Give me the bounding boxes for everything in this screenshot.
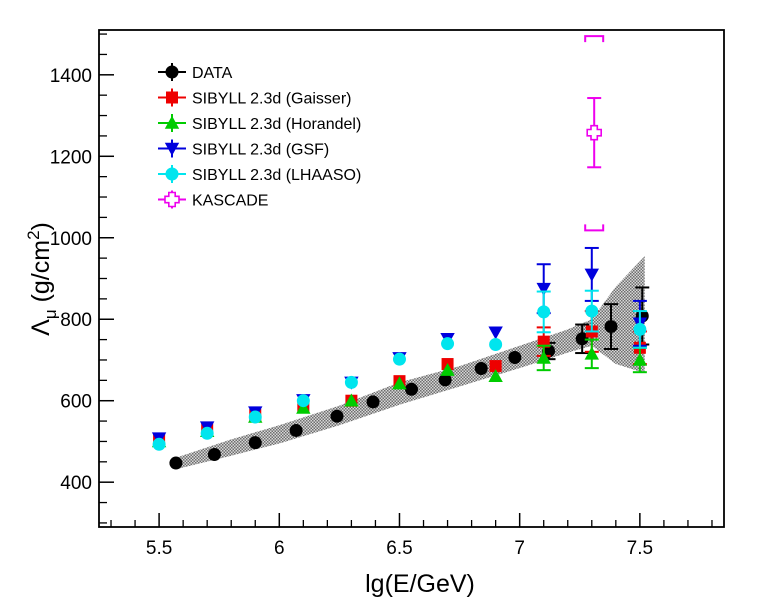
data-point bbox=[441, 337, 455, 351]
data-point bbox=[632, 352, 648, 366]
data-point bbox=[575, 332, 589, 346]
legend-item: DATA bbox=[158, 63, 233, 82]
series-0 bbox=[169, 286, 650, 470]
data-point bbox=[296, 394, 310, 408]
legend-item: KASCADE bbox=[158, 190, 268, 210]
x-tick-label: 6 bbox=[274, 538, 285, 559]
sys-bracket-high bbox=[584, 35, 605, 43]
y-axis-title-close: ) bbox=[27, 222, 55, 230]
data-point bbox=[488, 369, 503, 383]
data-point bbox=[440, 362, 455, 376]
legend-item: SIBYLL 2.3d (GSF) bbox=[158, 139, 329, 159]
y-tick-label: 400 bbox=[60, 473, 92, 494]
data-point bbox=[392, 376, 407, 390]
data-point bbox=[536, 350, 551, 364]
data-point bbox=[474, 362, 488, 376]
data-point bbox=[248, 436, 262, 450]
data-point bbox=[604, 320, 618, 334]
y-tick-label: 1200 bbox=[50, 147, 92, 168]
legend-marker bbox=[164, 115, 180, 129]
legend-label: SIBYLL 2.3d (Gaisser) bbox=[192, 91, 351, 108]
data-point bbox=[296, 400, 311, 414]
series-layer bbox=[151, 35, 650, 470]
data-point bbox=[537, 335, 550, 348]
legend-label: DATA bbox=[192, 65, 233, 82]
data-point bbox=[289, 423, 303, 437]
x-tick-label: 6.5 bbox=[386, 538, 412, 559]
data-point bbox=[200, 426, 214, 440]
data-point bbox=[392, 352, 406, 366]
data-point bbox=[169, 456, 183, 470]
legend-marker bbox=[165, 65, 179, 79]
x-axis-title: lg(E/GeV) bbox=[365, 570, 475, 598]
data-point bbox=[344, 393, 359, 407]
data-point bbox=[584, 268, 599, 282]
legend-item: SIBYLL 2.3d (LHAASO) bbox=[158, 165, 361, 184]
data-point bbox=[489, 337, 503, 351]
x-tick-label: 5.5 bbox=[146, 538, 172, 559]
data-point bbox=[405, 382, 418, 396]
y-tick-label: 1400 bbox=[50, 66, 92, 87]
x-tick-label: 7 bbox=[514, 538, 525, 559]
data-point bbox=[207, 447, 221, 461]
data-point bbox=[488, 326, 503, 340]
legend-marker bbox=[164, 191, 180, 208]
systematic-band-area bbox=[175, 256, 645, 470]
y-axis-title: Λμ (g/cm2) bbox=[24, 222, 60, 336]
legend-label: SIBYLL 2.3d (GSF) bbox=[192, 142, 329, 159]
y-axis-title-symbol: Λ bbox=[27, 319, 55, 336]
series-5 bbox=[584, 35, 605, 232]
data-point bbox=[330, 409, 344, 423]
y-axis-title-superscript: 2 bbox=[24, 230, 43, 239]
data-point bbox=[585, 304, 599, 318]
data-point bbox=[366, 395, 380, 409]
legend-item: SIBYLL 2.3d (Horandel) bbox=[158, 114, 361, 133]
axes: 5.5 6 6.5 7 7.5 400 600 800 1000 1200 1400 bbox=[50, 33, 713, 559]
legend-label: KASCADE bbox=[192, 193, 268, 210]
legend-marker bbox=[165, 167, 179, 181]
sys-bracket-low bbox=[584, 224, 605, 232]
legend-item: SIBYLL 2.3d (Gaisser) bbox=[158, 88, 351, 108]
y-tick-label: 1000 bbox=[50, 229, 92, 250]
legend-marker bbox=[164, 142, 180, 156]
data-point bbox=[438, 373, 452, 387]
x-tick-label: 7.5 bbox=[627, 538, 653, 559]
series-4 bbox=[152, 289, 647, 451]
data-point bbox=[489, 360, 502, 373]
data-point bbox=[584, 346, 599, 360]
data-point bbox=[586, 124, 603, 141]
data-point bbox=[633, 322, 647, 336]
y-tick-label: 800 bbox=[60, 310, 92, 331]
y-tick-label: 600 bbox=[60, 392, 92, 413]
legend-label: SIBYLL 2.3d (LHAASO) bbox=[192, 167, 361, 184]
y-axis-title-units: (g/cm bbox=[27, 240, 55, 309]
y-axis-title-subscript: μ bbox=[41, 309, 60, 319]
data-point bbox=[508, 351, 522, 365]
systematic-band bbox=[175, 256, 645, 470]
data-point bbox=[537, 305, 551, 319]
data-point bbox=[344, 375, 358, 389]
data-point bbox=[536, 282, 551, 296]
data-point bbox=[152, 437, 166, 451]
data-point bbox=[248, 410, 262, 424]
legend: DATA SIBYLL 2.3d (Gaisser) SIBYLL 2.3d (Ho… bbox=[158, 63, 361, 210]
legend-label: SIBYLL 2.3d (Horandel) bbox=[192, 116, 361, 133]
legend-marker bbox=[166, 91, 178, 104]
